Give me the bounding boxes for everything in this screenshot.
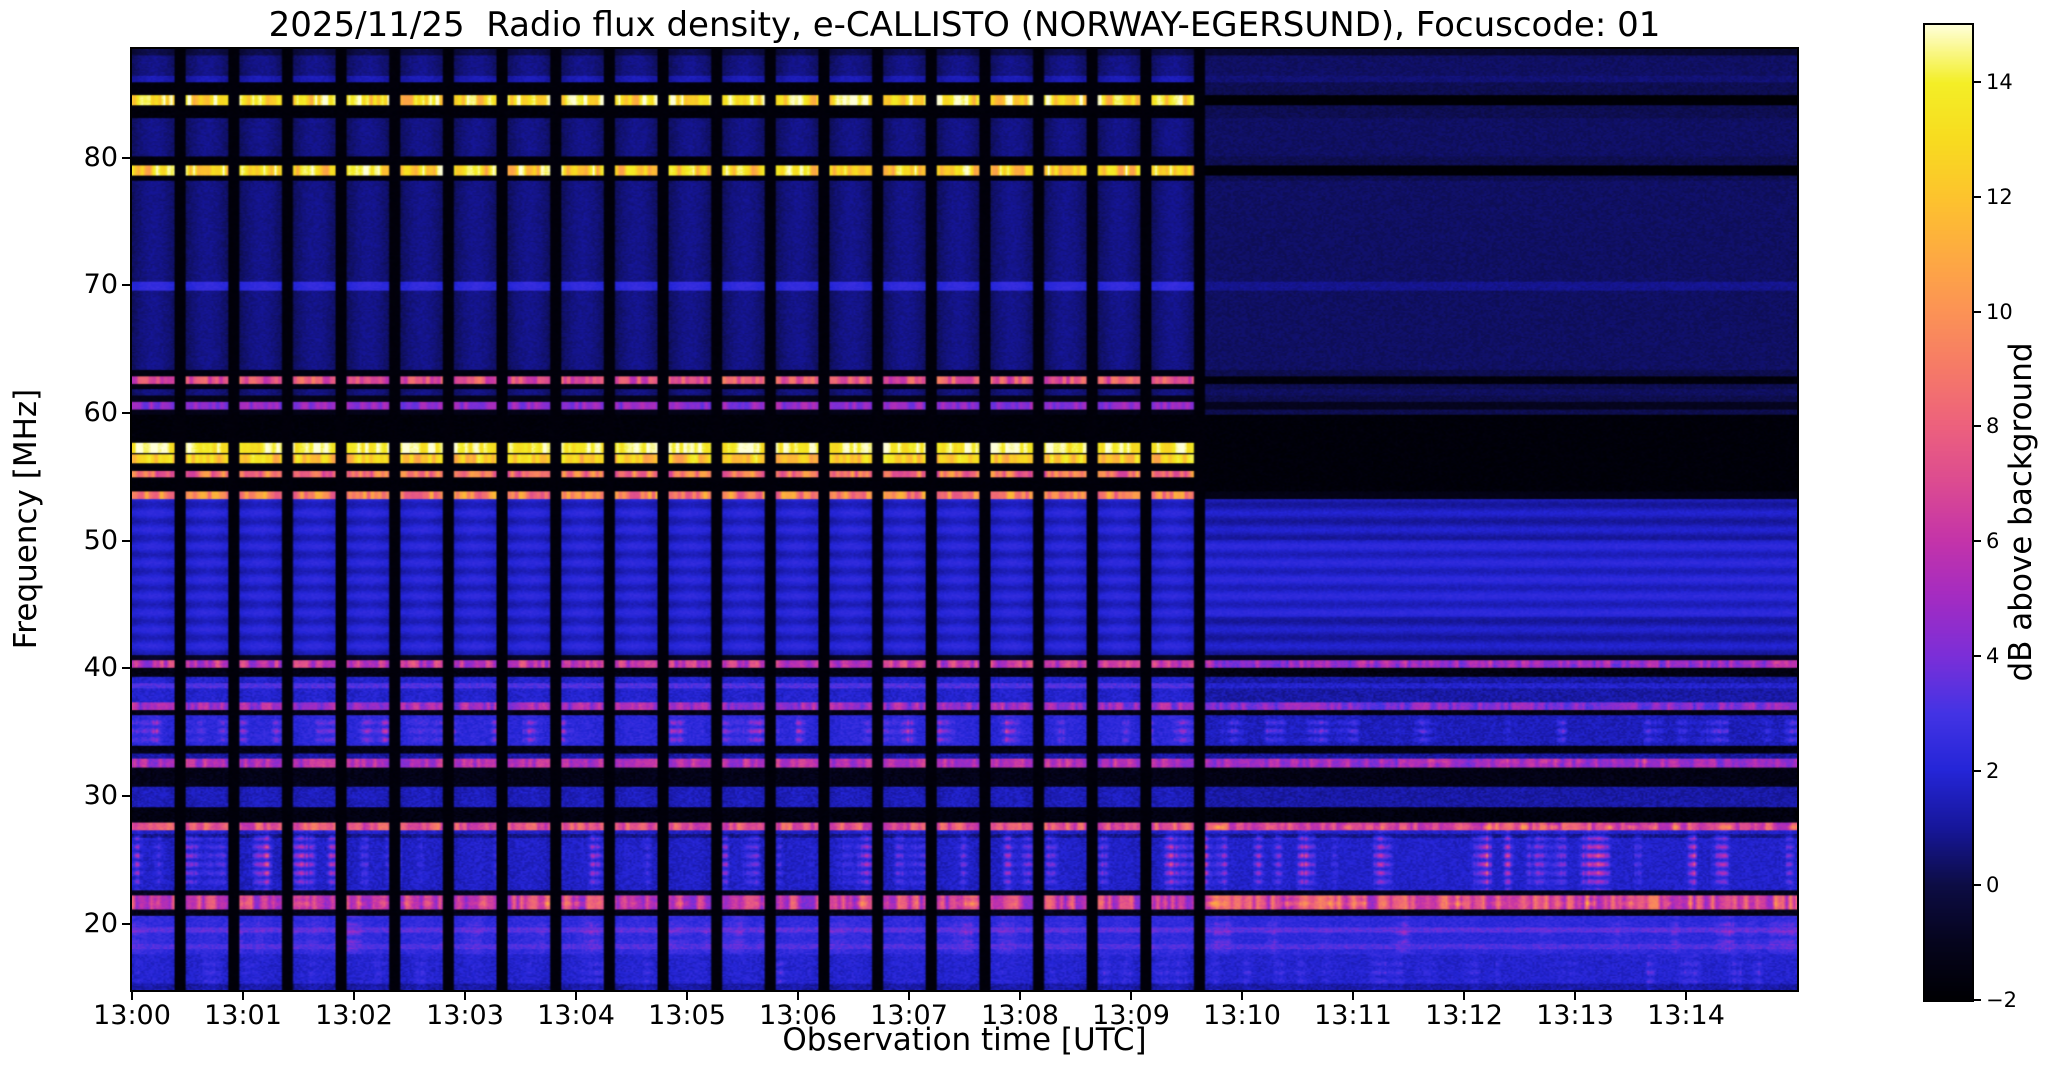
y-tick-mark: [122, 284, 130, 287]
colorbar-tick-mark: [1974, 196, 1981, 199]
x-tick-label: 13:08: [981, 1000, 1059, 1031]
x-tick-mark: [1019, 992, 1021, 1000]
colorbar-tick-label: 14: [1986, 70, 2013, 95]
y-axis-label: Frequency [MHz]: [8, 388, 44, 650]
x-tick-label: 13:01: [204, 1000, 282, 1031]
y-tick-label: 80: [83, 141, 118, 173]
y-tick-label: 50: [83, 524, 118, 556]
colorbar-tick-mark: [1974, 769, 1981, 772]
x-tick-mark: [575, 992, 577, 1000]
y-tick-label: 70: [83, 269, 118, 301]
colorbar-tick-label: 12: [1986, 185, 2013, 210]
x-tick-label: 13:03: [426, 1000, 504, 1031]
colorbar-tick-label: 10: [1986, 299, 2013, 324]
x-tick-mark: [1574, 992, 1576, 1000]
x-axis-label: Observation time [UTC]: [782, 1022, 1147, 1058]
x-tick-label: 13:11: [1314, 1000, 1392, 1031]
colorbar-tick-mark: [1974, 884, 1981, 887]
colorbar-tick-label: 6: [1986, 529, 2000, 554]
colorbar-tick-mark: [1974, 654, 1981, 657]
x-tick-mark: [464, 992, 466, 1000]
x-tick-mark: [353, 992, 355, 1000]
y-tick-label: 20: [83, 907, 118, 939]
x-tick-label: 13:00: [93, 1000, 171, 1031]
y-tick-label: 30: [83, 779, 118, 811]
y-tick-label: 60: [83, 396, 118, 428]
y-tick-mark: [122, 411, 130, 414]
x-tick-mark: [1241, 992, 1243, 1000]
y-tick-mark: [122, 156, 130, 159]
colorbar-tick-label: 0: [1986, 873, 2000, 898]
colorbar-tick-label: −2: [1986, 988, 2017, 1012]
spectrogram-heatmap: [130, 47, 1799, 992]
y-tick-label: 40: [83, 652, 118, 684]
colorbar-tick-mark: [1974, 540, 1981, 543]
y-tick-mark: [122, 667, 130, 670]
x-tick-label: 13:10: [1203, 1000, 1281, 1031]
colorbar-tick-label: 2: [1986, 758, 2000, 783]
x-tick-mark: [242, 992, 244, 1000]
chart-title: 2025/11/25 Radio flux density, e-CALLIST…: [268, 5, 1661, 45]
x-tick-mark: [686, 992, 688, 1000]
x-tick-mark: [797, 992, 799, 1000]
colorbar-tick-mark: [1974, 310, 1981, 313]
colorbar-tick-mark: [1974, 999, 1981, 1001]
colorbar: [1923, 23, 1974, 1002]
colorbar-tick-mark: [1974, 81, 1981, 84]
x-tick-label: 13:09: [1092, 1000, 1170, 1031]
y-tick-mark: [122, 922, 130, 925]
x-tick-label: 13:07: [870, 1000, 948, 1031]
colorbar-tick-mark: [1974, 425, 1981, 428]
x-tick-label: 13:13: [1536, 1000, 1614, 1031]
x-tick-mark: [131, 992, 133, 1000]
x-tick-label: 13:05: [648, 1000, 726, 1031]
colorbar-tick-label: 4: [1986, 643, 2000, 668]
x-tick-mark: [908, 992, 910, 1000]
x-tick-label: 13:02: [315, 1000, 393, 1031]
y-tick-mark: [122, 794, 130, 797]
x-tick-mark: [1463, 992, 1465, 1000]
x-tick-label: 13:14: [1647, 1000, 1725, 1031]
x-tick-label: 13:04: [537, 1000, 615, 1031]
x-tick-mark: [1352, 992, 1354, 1000]
x-tick-mark: [1130, 992, 1132, 1000]
x-tick-label: 13:12: [1425, 1000, 1503, 1031]
x-tick-mark: [1685, 992, 1687, 1000]
colorbar-tick-label: 8: [1986, 414, 2000, 439]
x-tick-label: 13:06: [759, 1000, 837, 1031]
colorbar-label: dB above background: [2003, 342, 2039, 682]
y-tick-mark: [122, 539, 130, 542]
